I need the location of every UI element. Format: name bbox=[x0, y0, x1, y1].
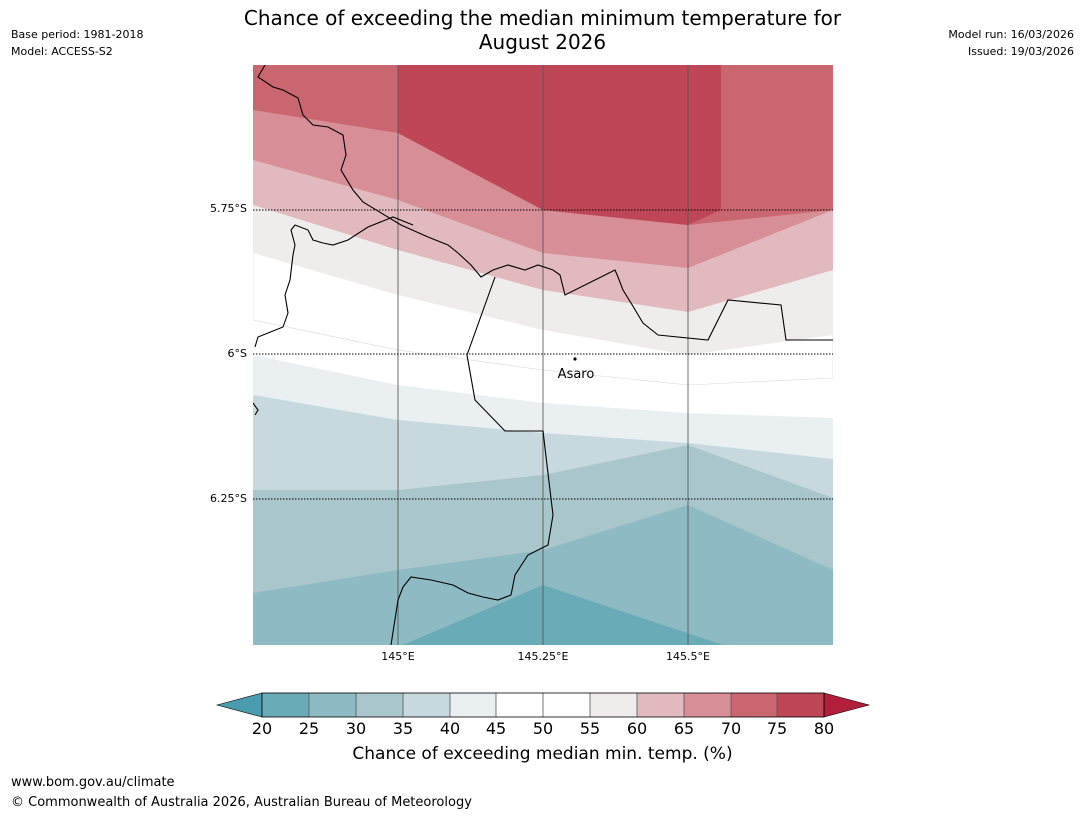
cb-tick-45: 45 bbox=[485, 719, 507, 738]
boundary-line-west bbox=[254, 216, 414, 348]
cb-seg-50 bbox=[543, 693, 590, 717]
cb-seg-55 bbox=[590, 693, 637, 717]
cb-seg-40 bbox=[450, 693, 496, 717]
lon-label-145-5: 145.5°E bbox=[666, 650, 710, 663]
lon-label-145: 145°E bbox=[381, 650, 415, 663]
cb-seg-65 bbox=[684, 693, 731, 717]
footer-url[interactable]: www.bom.gov.au/climate bbox=[11, 775, 175, 790]
cb-tick-35: 35 bbox=[392, 719, 414, 738]
lat-label-5-75: 5.75°S bbox=[210, 202, 247, 215]
asaro-marker[interactable] bbox=[573, 357, 577, 361]
colorbar-over-arrow bbox=[823, 692, 871, 718]
cb-seg-45 bbox=[496, 693, 543, 717]
cb-tick-30: 30 bbox=[345, 719, 367, 738]
cb-seg-20 bbox=[262, 693, 309, 717]
map-title: Chance of exceeding the median minimum t… bbox=[0, 6, 1085, 54]
boundary-line-north bbox=[257, 65, 833, 341]
colorbar-dividers bbox=[308, 693, 778, 717]
title-line-1: Chance of exceeding the median minimum t… bbox=[243, 6, 842, 30]
model-run-text: Model run: 16/03/2026 bbox=[948, 28, 1074, 41]
cb-tick-25: 25 bbox=[298, 719, 320, 738]
cb-tick-60: 60 bbox=[626, 719, 648, 738]
cb-tick-80: 80 bbox=[813, 719, 835, 738]
cb-tick-20: 20 bbox=[251, 719, 273, 738]
lat-label-6: 6°S bbox=[227, 347, 247, 360]
base-period-text: Base period: 1981-2018 bbox=[11, 28, 144, 41]
cb-tick-40: 40 bbox=[439, 719, 461, 738]
colorbar-outline bbox=[261, 692, 825, 718]
cb-seg-70 bbox=[731, 693, 777, 717]
cb-seg-35 bbox=[403, 693, 450, 717]
base-info: Base period: 1981-2018 Model: ACCESS-S2 bbox=[11, 26, 143, 60]
footer-copyright: © Commonwealth of Australia 2026, Austra… bbox=[11, 795, 472, 810]
colorbar bbox=[215, 692, 871, 718]
colorbar-under-arrow bbox=[215, 692, 263, 718]
band-75-80 bbox=[398, 65, 721, 225]
asaro-label[interactable]: Asaro bbox=[558, 367, 595, 382]
boundary-line-south bbox=[390, 276, 554, 645]
title-line-2: August 2026 bbox=[478, 30, 607, 54]
cb-tick-70: 70 bbox=[720, 719, 742, 738]
colorbar-label: Chance of exceeding median min. temp. (%… bbox=[352, 744, 733, 764]
cb-tick-75: 75 bbox=[766, 719, 788, 738]
boundary-fragment bbox=[253, 402, 259, 416]
cb-tick-65: 65 bbox=[673, 719, 695, 738]
cb-tick-50: 50 bbox=[532, 719, 554, 738]
lon-label-145-25: 145.25°E bbox=[517, 650, 569, 663]
cb-seg-60 bbox=[637, 693, 684, 717]
lat-label-6-25: 6.25°S bbox=[210, 492, 247, 505]
model-text: Model: ACCESS-S2 bbox=[11, 45, 113, 58]
run-info: Model run: 16/03/2026 Issued: 19/03/2026 bbox=[948, 26, 1074, 60]
cb-seg-25 bbox=[309, 693, 356, 717]
cb-seg-75 bbox=[777, 693, 824, 717]
cb-tick-55: 55 bbox=[579, 719, 601, 738]
cb-seg-30 bbox=[356, 693, 403, 717]
forecast-map[interactable]: Asaro bbox=[253, 65, 833, 645]
issued-text: Issued: 19/03/2026 bbox=[967, 45, 1074, 58]
